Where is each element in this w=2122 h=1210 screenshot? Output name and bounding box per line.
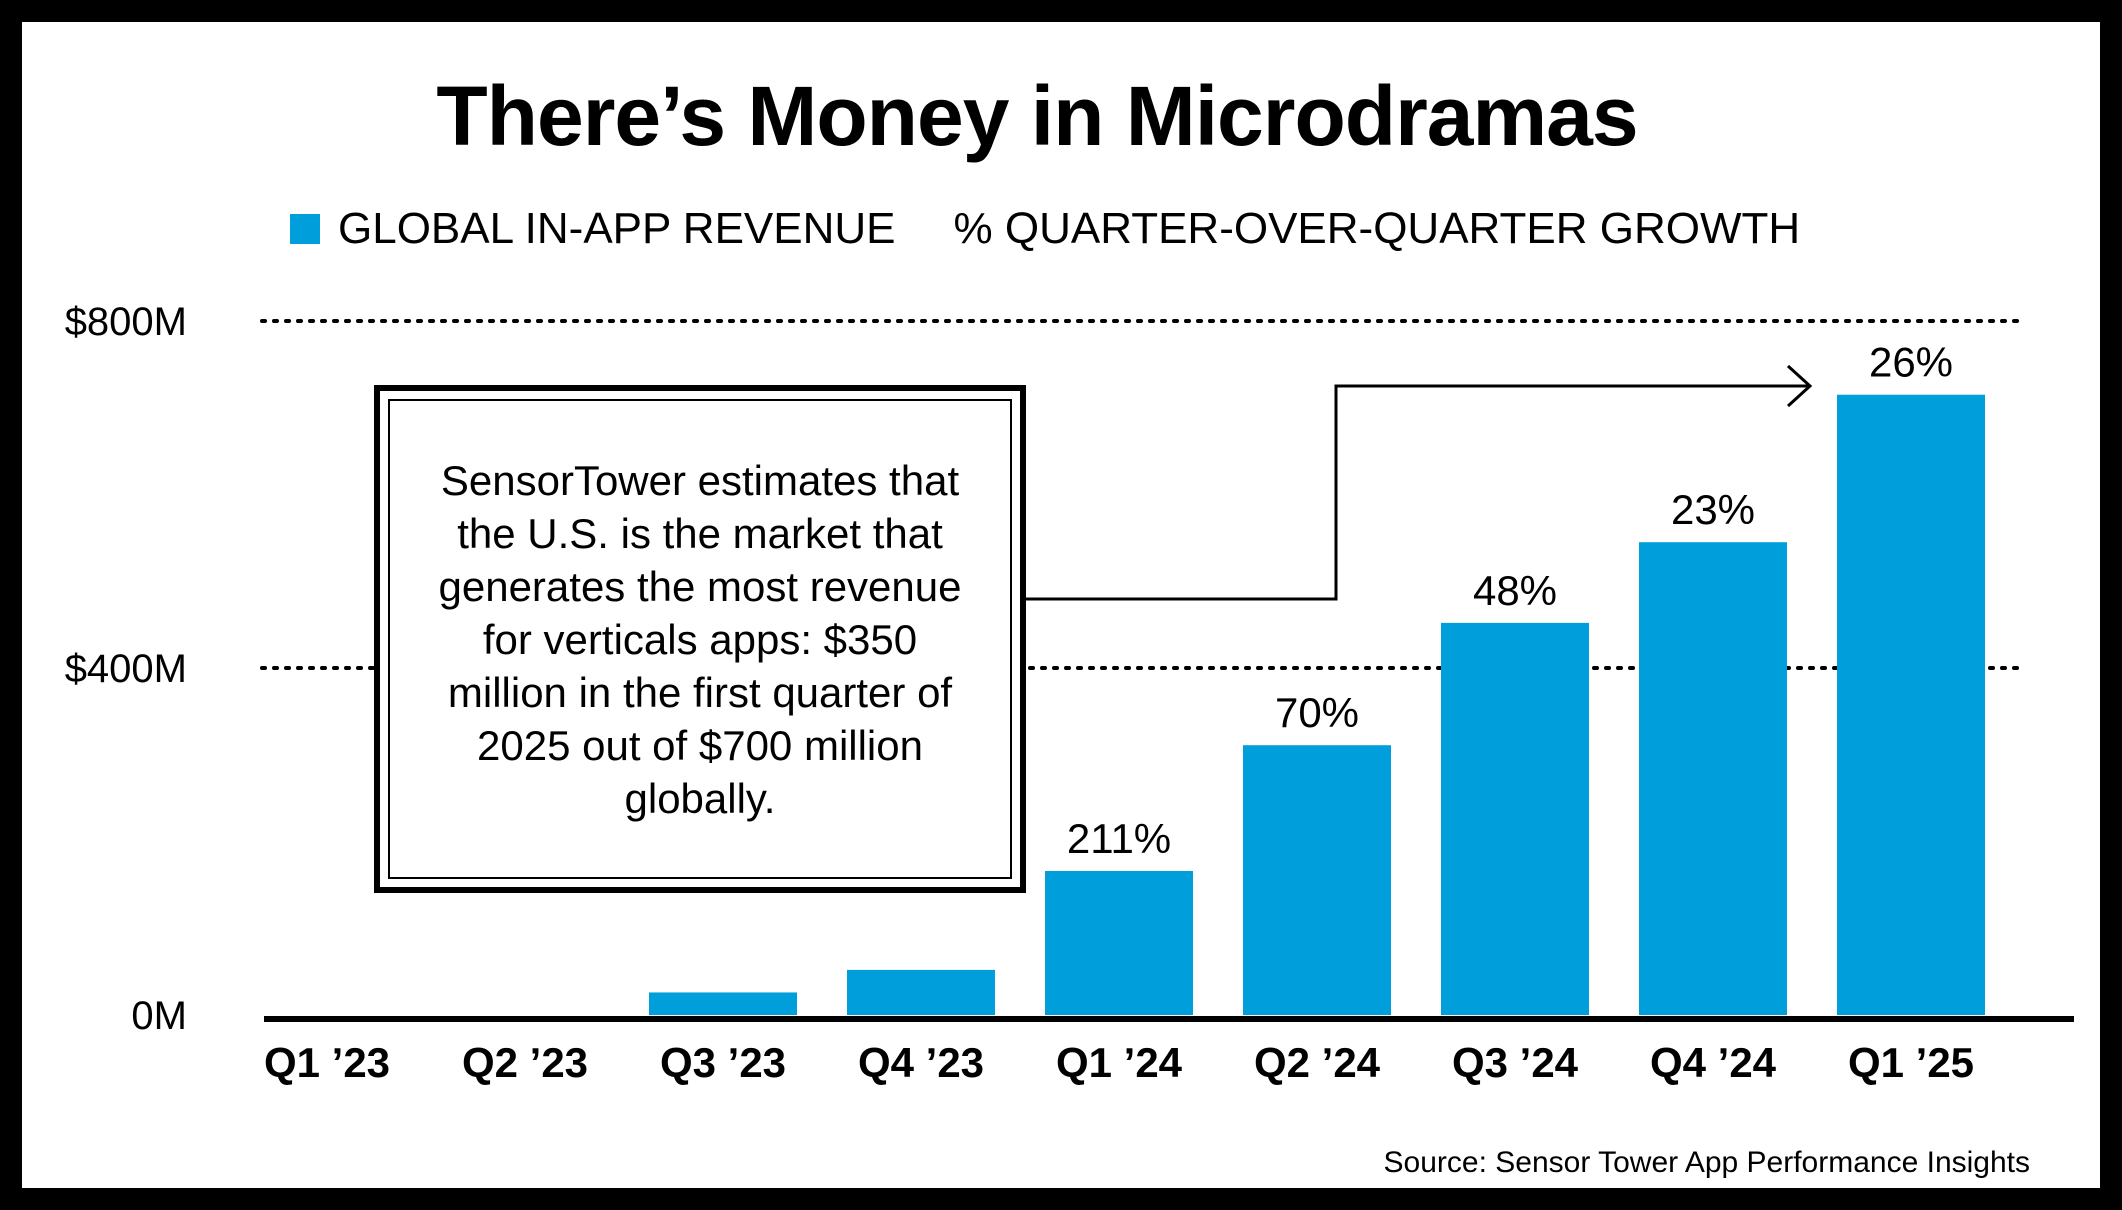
chart-frame: There’s Money in Microdramas GLOBAL IN-A… [22,22,2100,1188]
bar-chart: 211% 70% 48% 23% 26% 0M $400M $800M Q1 ’23 Q2 ’2… [65,300,2074,1086]
revenue-legend-swatch [290,214,320,244]
chart-title: There’s Money in Microdramas [436,69,1638,163]
x-tick-label: Q2 ’23 [462,1039,588,1086]
revenue-legend-label: GLOBAL IN-APP REVENUE [338,204,896,253]
revenue-bar [1243,745,1391,1015]
x-tick-label: Q2 ’24 [1254,1039,1381,1086]
x-tick-label: Q1 ’24 [1056,1039,1183,1086]
growth-data-label: 23% [1671,486,1755,533]
y-tick-label: 0M [131,994,187,1038]
y-tick-label: $800M [65,300,187,344]
revenue-bar [1441,622,1589,1015]
revenue-bar [1639,542,1787,1015]
annotation-text: SensorTower estimates that the U.S. is t… [438,456,962,822]
x-tick-label: Q4 ’23 [858,1039,984,1086]
x-tick-label: Q3 ’23 [660,1039,786,1086]
x-tick-label: Q3 ’24 [1452,1039,1579,1086]
growth-data-label: 211% [1067,815,1171,862]
y-tick-label: $400M [65,647,187,691]
growth-data-label: 70% [1275,689,1359,736]
annotation-connector [1004,384,1808,601]
arrow-head-icon [1786,364,1813,408]
revenue-bar [1045,870,1193,1015]
annotation-box: SensorTower estimates that the U.S. is t… [374,385,1026,893]
annotation-inner-border: SensorTower estimates that the U.S. is t… [388,399,1012,879]
source-note: Source: Sensor Tower App Performance Ins… [1383,1146,2030,1179]
x-tick-label: Q1 ’23 [264,1039,390,1086]
revenue-bar [1837,394,1985,1015]
growth-data-label: 48% [1473,567,1557,614]
growth-legend-label: % QUARTER-OVER-QUARTER GROWTH [953,204,1801,253]
x-tick-label: Q4 ’24 [1650,1039,1777,1086]
revenue-bar [847,969,995,1015]
chart-legend: GLOBAL IN-APP REVENUE % QUARTER-OVER-QUA… [290,204,1800,254]
growth-data-label: 26% [1869,339,1953,386]
revenue-bar [649,992,797,1015]
x-tick-label: Q1 ’25 [1848,1039,1974,1086]
